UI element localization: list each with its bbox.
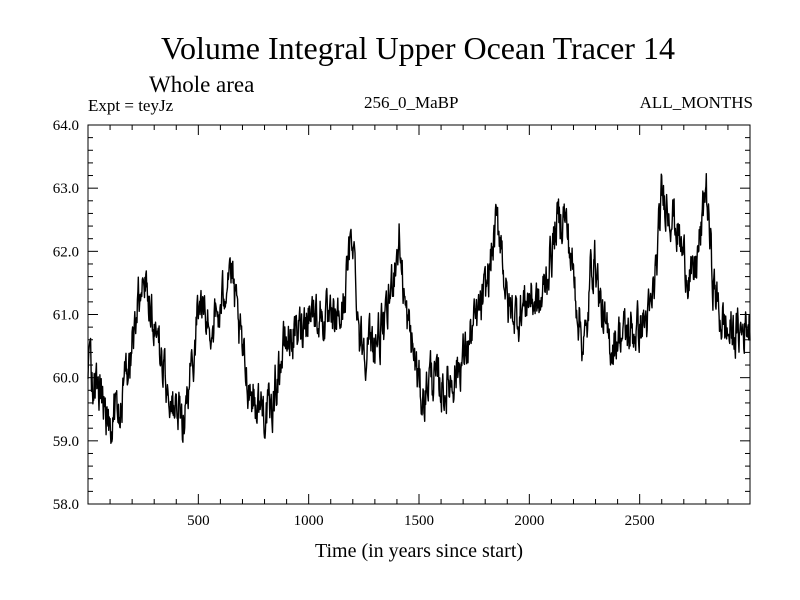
experiment-label: Expt = teyJz (88, 96, 174, 115)
run-label: 256_0_MaBP (364, 93, 459, 112)
y-tick-label: 62.0 (53, 244, 79, 260)
x-tick-label: 1500 (404, 513, 434, 529)
x-tick-label: 1000 (294, 513, 324, 529)
y-tick-label: 63.0 (53, 181, 79, 197)
plot-frame (87, 124, 751, 505)
y-tick-label: 60.0 (53, 371, 79, 387)
y-tick-label: 64.0 (53, 118, 79, 134)
chart-subtitle: Whole area (149, 72, 255, 97)
ticks-layer: 500 1000 1500 2000 2500 58.0 59.0 60.0 61.0 62.0 6… (53, 118, 750, 529)
chart-title: Volume Integral Upper Ocean Tracer 14 (161, 30, 675, 66)
x-tick-label: 500 (187, 513, 210, 529)
x-tick-label: 2500 (625, 513, 655, 529)
x-tick-label: 2000 (514, 513, 544, 529)
y-tick-label: 59.0 (53, 434, 79, 450)
x-axis-label: Time (in years since start) (315, 540, 523, 562)
months-label: ALL_MONTHS (639, 93, 753, 112)
y-tick-label: 58.0 (53, 497, 79, 513)
plot-layer (87, 172, 751, 444)
series-line (87, 172, 751, 444)
y-tick-label: 61.0 (53, 308, 79, 324)
